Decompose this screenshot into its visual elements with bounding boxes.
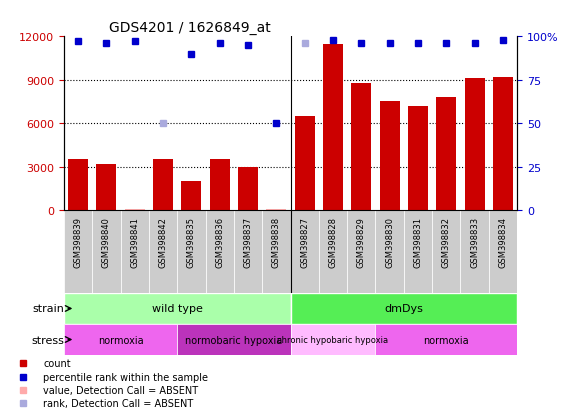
Bar (436, 98, 456, 211)
Text: GSM398830: GSM398830 (385, 216, 394, 267)
Text: chronic hypobaric hypoxia: chronic hypobaric hypoxia (277, 335, 389, 344)
Text: normoxia: normoxia (98, 335, 144, 345)
Bar (177, 324, 290, 355)
Bar (210, 160, 229, 211)
Text: GSM398842: GSM398842 (159, 216, 167, 267)
Bar (319, 211, 347, 293)
Bar (290, 324, 375, 355)
Text: GSM398836: GSM398836 (215, 216, 224, 267)
Text: GSM398829: GSM398829 (357, 216, 366, 267)
Bar (121, 211, 149, 293)
Text: normoxia: normoxia (424, 335, 469, 345)
Text: rank, Detection Call = ABSENT: rank, Detection Call = ABSENT (43, 399, 193, 408)
Bar (323, 44, 343, 211)
Bar (404, 211, 432, 293)
Bar (290, 211, 319, 293)
Bar (352, 83, 371, 211)
Bar (206, 211, 234, 293)
Bar (267, 209, 286, 211)
Text: percentile rank within the sample: percentile rank within the sample (43, 372, 208, 382)
Text: GSM398834: GSM398834 (498, 216, 507, 267)
Text: dmDys: dmDys (385, 304, 423, 314)
Bar (295, 116, 314, 211)
Bar (465, 79, 485, 211)
Text: GSM398838: GSM398838 (272, 216, 281, 267)
Bar (92, 211, 121, 293)
Bar (234, 211, 262, 293)
Bar (153, 160, 173, 211)
Bar (493, 78, 513, 211)
Bar (375, 324, 517, 355)
Text: GSM398833: GSM398833 (470, 216, 479, 267)
Text: value, Detection Call = ABSENT: value, Detection Call = ABSENT (43, 385, 198, 395)
Bar (347, 211, 375, 293)
Text: normobaric hypoxia: normobaric hypoxia (185, 335, 282, 345)
Bar (489, 211, 517, 293)
Text: stress: stress (31, 335, 64, 345)
Bar (380, 102, 400, 211)
Bar (375, 211, 404, 293)
Bar (262, 211, 290, 293)
Text: wild type: wild type (152, 304, 203, 314)
Bar (408, 107, 428, 211)
Text: GSM398837: GSM398837 (243, 216, 253, 267)
Text: GSM398827: GSM398827 (300, 216, 309, 267)
Text: GSM398835: GSM398835 (187, 216, 196, 267)
Bar (125, 209, 145, 211)
Text: GSM398832: GSM398832 (442, 216, 451, 267)
Bar (238, 167, 258, 211)
Bar (460, 211, 489, 293)
Bar (64, 211, 92, 293)
Bar (177, 211, 206, 293)
Text: GSM398828: GSM398828 (328, 216, 338, 267)
Text: GDS4201 / 1626849_at: GDS4201 / 1626849_at (109, 21, 271, 35)
Bar (64, 324, 177, 355)
Text: GSM398831: GSM398831 (414, 216, 422, 267)
Text: strain: strain (32, 304, 64, 314)
Bar (96, 164, 116, 211)
Text: count: count (43, 358, 71, 368)
Bar (149, 211, 177, 293)
Text: GSM398839: GSM398839 (74, 216, 83, 267)
Bar (64, 293, 290, 324)
Bar (181, 182, 201, 211)
Bar (432, 211, 460, 293)
Text: GSM398840: GSM398840 (102, 216, 111, 267)
Bar (290, 293, 517, 324)
Text: GSM398841: GSM398841 (130, 216, 139, 267)
Bar (68, 160, 88, 211)
